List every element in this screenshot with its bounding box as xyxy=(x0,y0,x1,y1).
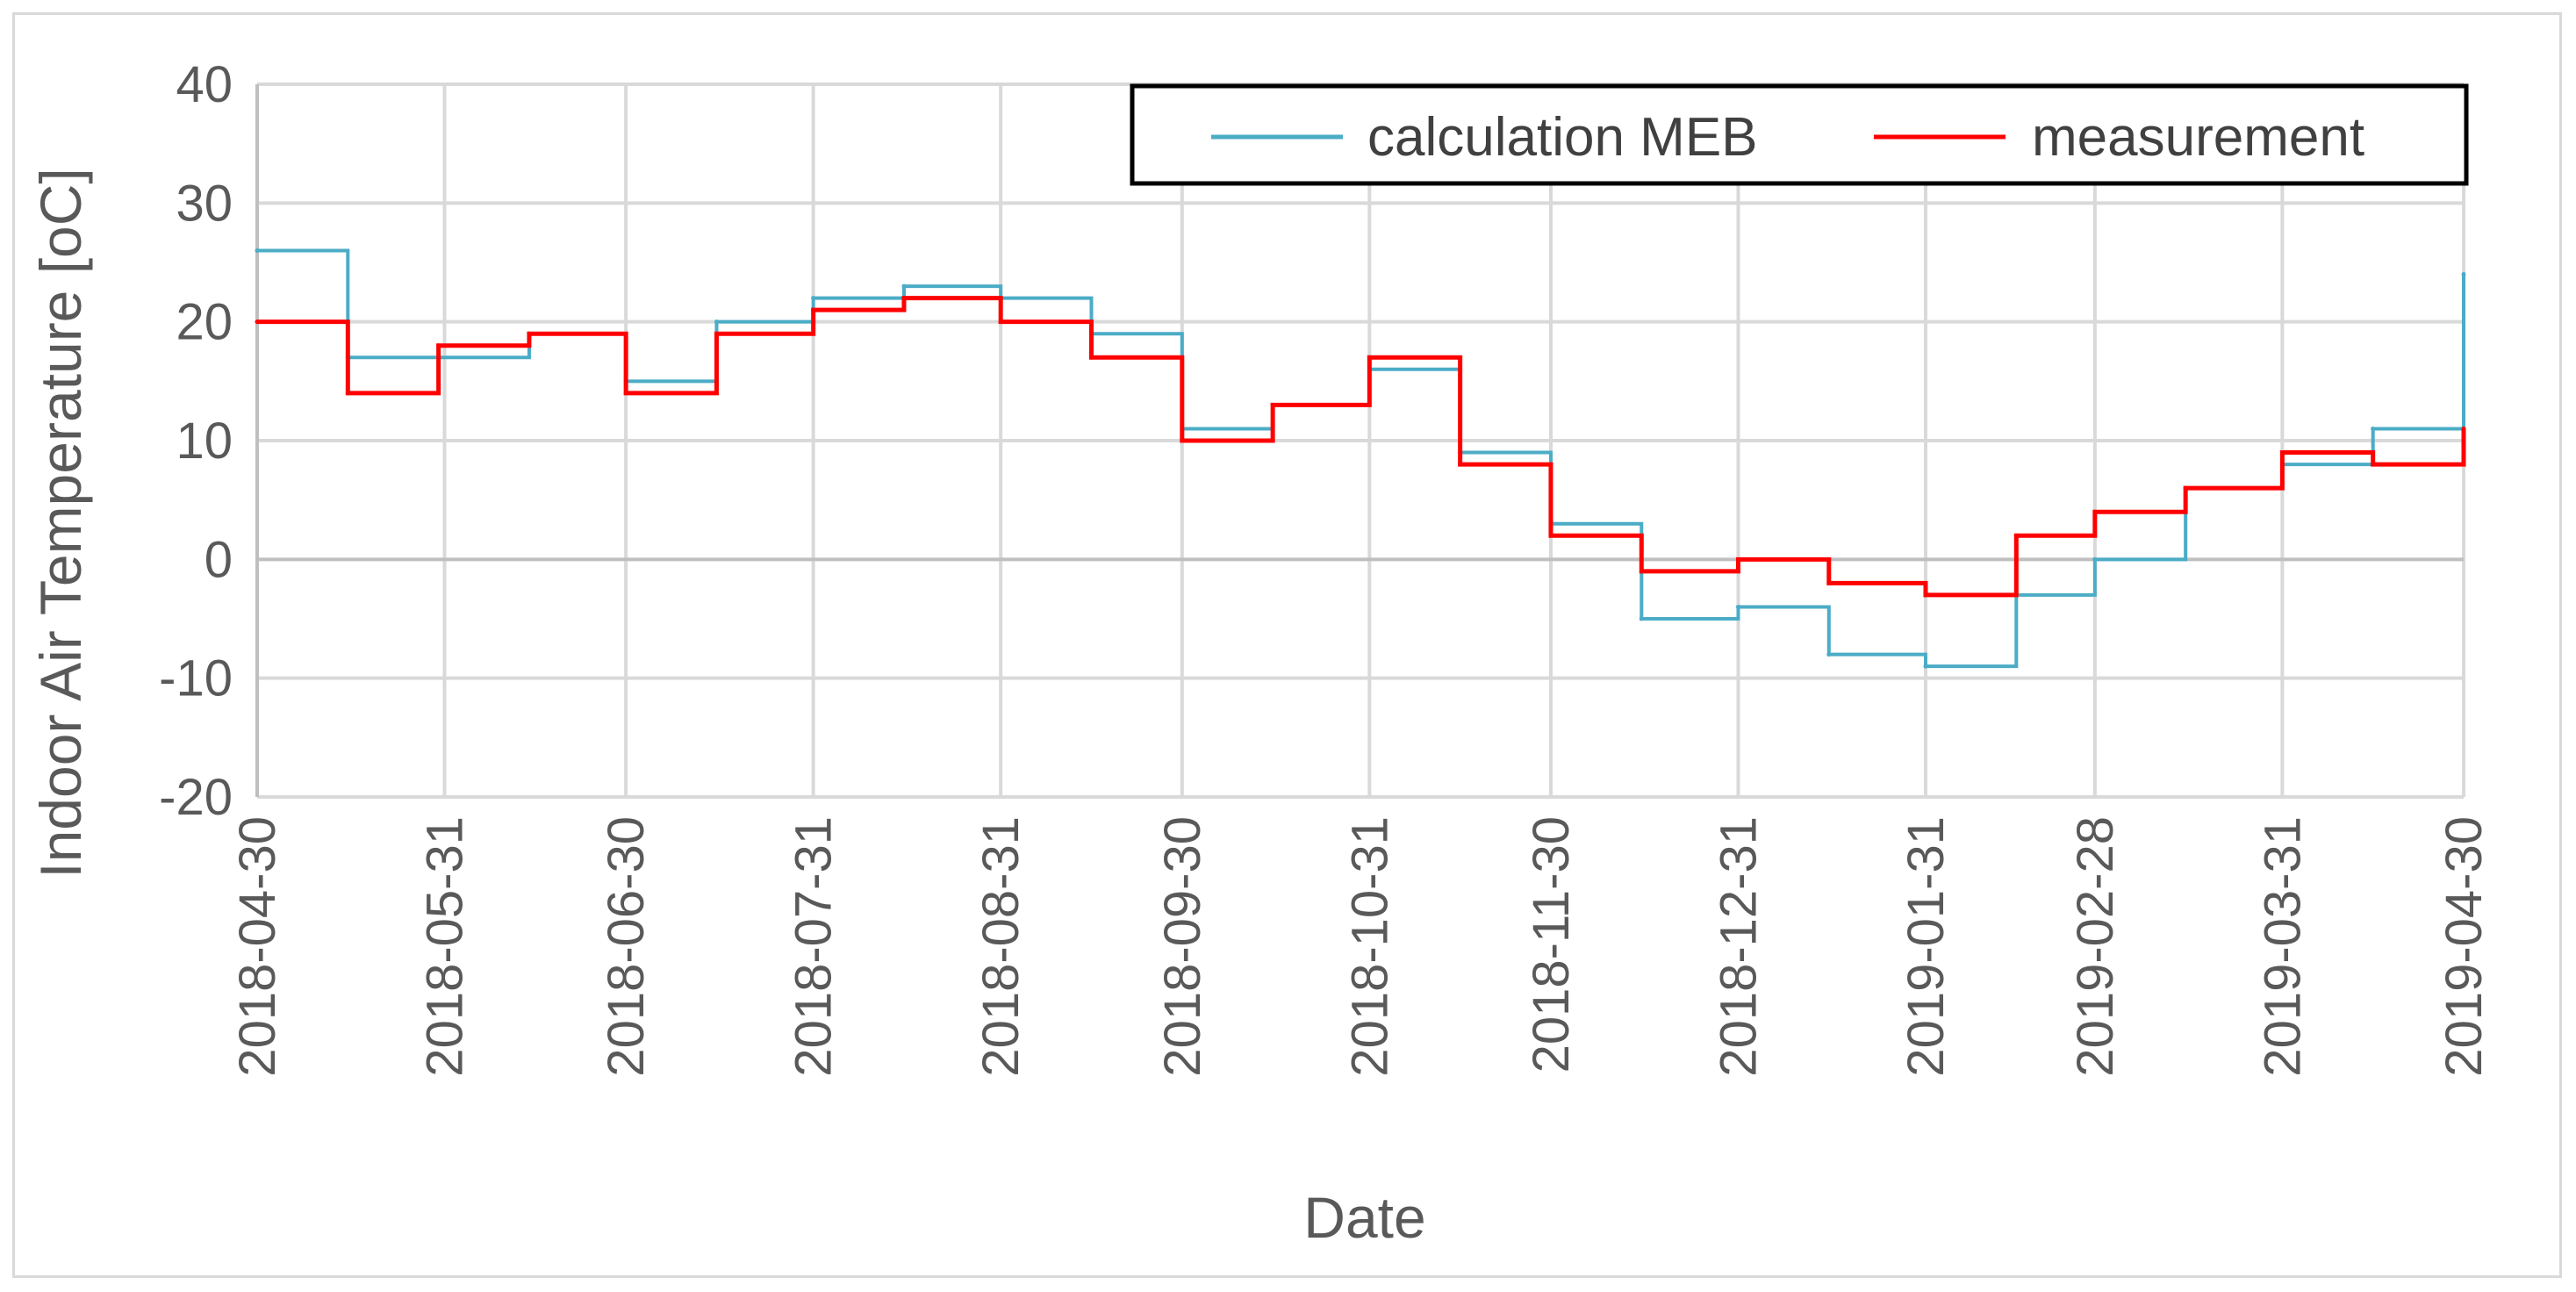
data-point xyxy=(1826,652,1832,657)
x-tick-label: 2018-06-30 xyxy=(598,816,655,1077)
y-axis-title: Indoor Air Temperature [oC] xyxy=(28,168,93,879)
data-point xyxy=(1923,664,1928,669)
x-tick-label: 2018-08-31 xyxy=(972,816,1030,1077)
data-point xyxy=(2013,533,2019,538)
data-point xyxy=(1088,355,1094,360)
data-point xyxy=(1639,616,1644,621)
data-point xyxy=(1270,402,1275,407)
data-point xyxy=(345,391,350,396)
legend-box xyxy=(1130,83,2469,186)
chart-frame xyxy=(12,12,2562,1278)
x-tick-labels: 2018-04-30 2018-05-31 2018-06-30 2018-07-31… xyxy=(229,816,2493,1077)
data-point xyxy=(2371,426,2376,431)
x-tick-label: 2018-11-30 xyxy=(1523,816,1580,1073)
data-point xyxy=(1367,355,1372,360)
series-line-measurement xyxy=(257,296,2466,598)
y-tick-label: 30 xyxy=(176,175,233,232)
x-tick-label: 2018-05-31 xyxy=(417,816,474,1077)
x-tick-label: 2018-09-30 xyxy=(1154,816,1211,1077)
gridlines xyxy=(255,83,2465,799)
x-tick-label: 2018-07-31 xyxy=(786,816,843,1077)
legend-label-measurement: measurement xyxy=(2032,107,2364,168)
data-point xyxy=(1735,556,1740,562)
data-point xyxy=(998,319,1003,325)
data-point xyxy=(255,319,260,325)
x-tick-label: 2018-10-31 xyxy=(1341,816,1398,1077)
data-point xyxy=(2461,426,2466,431)
data-point xyxy=(2092,556,2098,562)
x-axis-title: Date xyxy=(1303,1185,1425,1250)
data-point xyxy=(623,391,628,396)
series-line-calculation-meb xyxy=(257,248,2465,669)
data-point xyxy=(1826,580,1832,585)
x-tick-label: 2018-04-30 xyxy=(229,816,286,1077)
data-point xyxy=(901,284,907,289)
data-point xyxy=(811,296,816,301)
data-point xyxy=(1923,592,1928,598)
data-point xyxy=(1458,462,1463,467)
x-tick-label: 2019-04-30 xyxy=(2436,816,2493,1077)
data-point xyxy=(2279,450,2285,456)
x-tick-label: 2019-03-31 xyxy=(2254,816,2311,1077)
data-point xyxy=(2461,272,2466,277)
series-layer xyxy=(255,248,2466,669)
data-point xyxy=(255,248,260,253)
data-point xyxy=(2183,485,2188,491)
legend: calculation MEB measurement xyxy=(1130,83,2469,186)
data-point xyxy=(811,307,816,312)
y-tick-label: 40 xyxy=(176,56,233,113)
data-point xyxy=(1639,569,1644,574)
y-tick-label: 0 xyxy=(205,531,233,588)
data-point xyxy=(1180,438,1185,443)
data-point xyxy=(714,331,719,336)
data-point xyxy=(436,343,441,348)
y-tick-label: -20 xyxy=(159,769,233,826)
y-tick-label: 10 xyxy=(176,413,233,470)
x-tick-label: 2019-02-28 xyxy=(2067,816,2124,1077)
y-tick-label: 20 xyxy=(176,294,233,351)
data-point xyxy=(714,319,719,325)
y-tick-label: -10 xyxy=(159,650,233,707)
legend-label-calculation: calculation MEB xyxy=(1367,107,1758,168)
data-point xyxy=(1548,533,1553,538)
data-point xyxy=(1735,604,1740,609)
data-point xyxy=(901,296,907,301)
data-point xyxy=(527,331,532,336)
data-point xyxy=(2371,462,2376,467)
y-tick-labels: -20 -10 0 10 20 30 40 xyxy=(159,56,233,826)
data-point xyxy=(2092,509,2098,514)
x-tick-label: 2019-01-31 xyxy=(1898,816,1955,1077)
x-tick-label: 2018-12-31 xyxy=(1710,816,1767,1077)
